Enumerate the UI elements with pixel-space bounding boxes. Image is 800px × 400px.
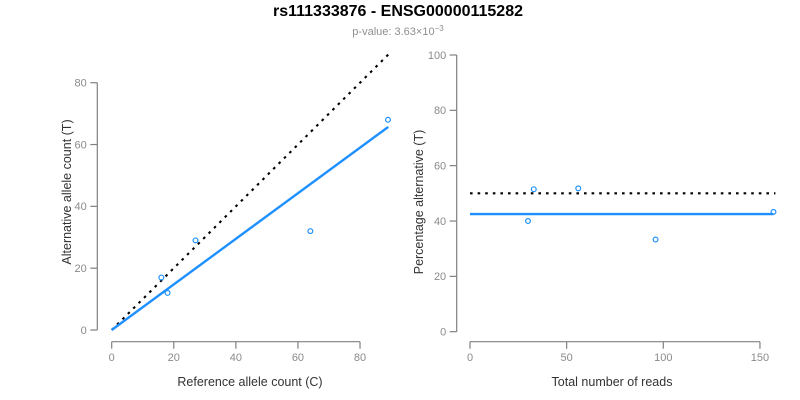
y-axis-tick-label: 100 bbox=[428, 50, 446, 62]
y-axis-tick-label: 60 bbox=[434, 160, 446, 172]
data-point bbox=[770, 208, 777, 215]
data-point bbox=[530, 186, 537, 193]
right-y-axis-title: Percentage alternative (T) bbox=[412, 130, 426, 275]
y-axis-tick-label: 40 bbox=[75, 201, 87, 213]
x-axis-tick-label: 50 bbox=[561, 352, 573, 364]
data-point bbox=[384, 116, 391, 123]
y-axis-tick-label: 60 bbox=[75, 139, 87, 151]
scatter-percentage-vs-reads: 0 20 40 60 80 100 0 50 100 150 bbox=[428, 50, 777, 364]
data-point bbox=[524, 218, 531, 225]
p-value-exponent: −3 bbox=[434, 24, 444, 33]
x-axis-tick-label: 80 bbox=[354, 352, 366, 364]
right-x-axis-title: Total number of reads bbox=[552, 375, 673, 389]
data-point bbox=[158, 274, 165, 281]
fit-line bbox=[110, 125, 389, 331]
x-axis-tick-label: 20 bbox=[168, 352, 180, 364]
data-point bbox=[652, 236, 659, 243]
y-axis-tick-label: 0 bbox=[81, 325, 87, 337]
scatter-allele-counts: 0 20 40 60 80 0 20 40 60 80 bbox=[75, 53, 391, 364]
y-axis-tick-label: 0 bbox=[440, 327, 446, 339]
left-x-axis-title: Reference allele count (C) bbox=[177, 375, 322, 389]
x-axis-tick-label: 40 bbox=[230, 352, 242, 364]
data-point bbox=[192, 237, 199, 244]
data-point bbox=[575, 185, 582, 192]
data-point bbox=[307, 228, 314, 235]
data-point bbox=[164, 289, 171, 296]
y-axis-tick-label: 40 bbox=[434, 216, 446, 228]
y-axis-tick-label: 80 bbox=[434, 105, 446, 117]
x-axis-tick-label: 0 bbox=[109, 352, 115, 364]
p-value-text: p-value: 3.63×10 bbox=[352, 26, 435, 38]
x-axis-tick-label: 100 bbox=[654, 352, 672, 364]
left-y-axis-title: Alternative allele count (T) bbox=[60, 119, 74, 264]
x-axis-tick-label: 60 bbox=[292, 352, 304, 364]
y-axis-tick-label: 20 bbox=[434, 271, 446, 283]
identity-line bbox=[110, 53, 390, 331]
y-axis-tick-label: 80 bbox=[75, 78, 87, 90]
y-axis-tick-label: 20 bbox=[75, 263, 87, 275]
plot-title: rs111333876 - ENSG00000115282 bbox=[272, 3, 523, 20]
x-axis-tick-label: 0 bbox=[467, 352, 473, 364]
x-axis-tick-label: 150 bbox=[751, 352, 769, 364]
plot-subtitle: p-value: 3.63×10−3 bbox=[0, 24, 796, 38]
